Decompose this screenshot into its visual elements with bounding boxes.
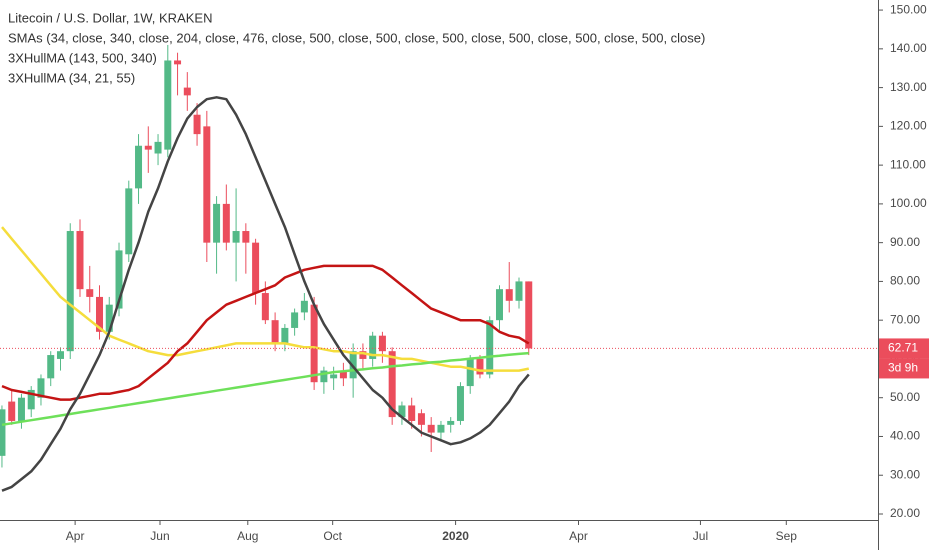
candle-body <box>369 335 377 359</box>
indicator-label: SMAs (34, close, 340, close, 204, close,… <box>8 30 705 45</box>
candle-body <box>505 289 513 301</box>
candle-body <box>310 304 318 383</box>
candle-body <box>320 370 328 383</box>
candle-body <box>76 231 84 290</box>
candle-body <box>427 424 435 433</box>
price-tag-label: 62.71 <box>888 341 918 355</box>
candle-body <box>213 203 221 243</box>
candle-body <box>417 413 425 425</box>
candle-body <box>8 401 16 421</box>
indicator-line <box>1 96 530 492</box>
axes: 20.0030.0040.0050.0060.0070.0080.0090.00… <box>66 2 929 543</box>
indicator-line <box>1 264 530 401</box>
y-tick-label: 80.00 <box>890 274 920 288</box>
candle-body <box>330 374 338 379</box>
candle-body <box>525 281 533 349</box>
y-tick-label: 120.00 <box>890 119 927 133</box>
candle-body <box>174 60 182 65</box>
y-tick-label: 150.00 <box>890 2 927 16</box>
candle-body <box>447 420 455 425</box>
candle-body <box>232 231 240 243</box>
candle-body <box>466 358 474 387</box>
candle-body <box>378 335 386 352</box>
y-tick-label: 50.00 <box>890 390 920 404</box>
candle-body <box>96 296 104 332</box>
x-tick-label: Jun <box>150 529 169 543</box>
candle-body <box>135 145 143 189</box>
candle-body <box>456 386 464 421</box>
x-tick-label: Sep <box>776 529 798 543</box>
price-tag <box>879 338 929 359</box>
candle-body <box>56 351 64 359</box>
candle-body <box>105 304 113 332</box>
indicator-line <box>1 226 530 372</box>
x-tick-label: Aug <box>237 529 258 543</box>
x-tick-label: 2020 <box>442 529 469 543</box>
x-tick-label: Apr <box>66 529 85 543</box>
y-tick-label: 110.00 <box>890 157 926 171</box>
y-tick-label: 30.00 <box>890 467 920 481</box>
candle-body <box>222 203 230 243</box>
candle-body <box>291 312 299 328</box>
candle-body <box>47 355 55 379</box>
candle-body <box>476 358 484 375</box>
y-tick-label: 40.00 <box>890 429 920 443</box>
candle-body <box>125 188 133 255</box>
candle-body <box>115 250 123 309</box>
candle-body <box>495 289 503 321</box>
candle-body <box>486 320 494 375</box>
candle-body <box>339 370 347 379</box>
candle-body <box>300 300 308 313</box>
candle-body <box>37 378 45 398</box>
candle-body <box>193 114 201 135</box>
candle-body <box>66 231 74 352</box>
candle-body <box>164 60 172 150</box>
candle-body <box>408 405 416 421</box>
candle-body <box>144 145 152 150</box>
plot <box>0 44 878 492</box>
candle-body <box>183 87 191 96</box>
candle-body <box>17 397 25 421</box>
chart-title: Litecoin / U.S. Dollar, 1W, KRAKEN <box>8 10 212 25</box>
countdown-label: 3d 9h <box>888 361 918 375</box>
y-tick-label: 90.00 <box>890 235 920 249</box>
candle-body <box>271 320 279 344</box>
candle-body <box>359 351 367 359</box>
candle-body <box>437 424 445 433</box>
y-tick-label: 100.00 <box>890 196 927 210</box>
candle-body <box>27 389 35 410</box>
x-tick-label: Apr <box>569 529 588 543</box>
indicator-label: 3XHullMA (34, 21, 55) <box>8 70 135 85</box>
candle-body <box>252 242 260 294</box>
countdown-tag <box>879 358 929 379</box>
candle-body <box>0 409 6 456</box>
candle-body <box>86 289 94 297</box>
candle-body <box>154 141 162 154</box>
x-tick-label: Oct <box>323 529 342 543</box>
candle-body <box>242 231 250 243</box>
y-tick-label: 130.00 <box>890 80 927 94</box>
candle-body <box>203 126 211 243</box>
y-tick-label: 70.00 <box>890 312 920 326</box>
x-tick-label: Jul <box>693 529 708 543</box>
candle-body <box>281 327 289 344</box>
y-tick-label: 140.00 <box>890 41 927 55</box>
candle-body <box>261 293 269 321</box>
y-tick-label: 20.00 <box>890 506 920 520</box>
indicator-line <box>1 351 529 427</box>
candle-body <box>515 281 523 301</box>
candle-body <box>388 351 396 418</box>
candle-body <box>398 405 406 418</box>
indicator-label: 3XHullMA (143, 500, 340) <box>8 50 157 65</box>
